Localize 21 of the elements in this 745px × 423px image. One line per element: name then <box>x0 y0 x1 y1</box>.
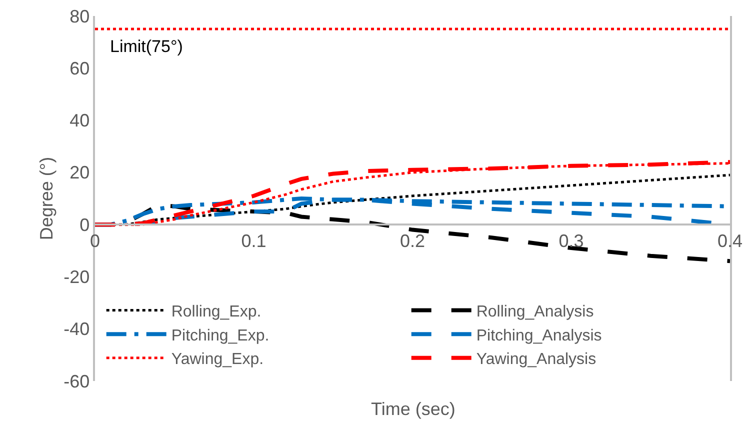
y-tick-label: 40 <box>70 110 90 131</box>
y-tick-label: 0 <box>80 214 90 235</box>
legend-label: Yawing_Analysis <box>476 351 596 368</box>
y-tick-label: -20 <box>64 267 90 288</box>
legend-label: Rolling_Analysis <box>476 304 594 321</box>
y-tick-label: -60 <box>64 371 90 392</box>
legend-label: Pitching_Analysis <box>476 327 602 344</box>
legend-label: Yawing_Exp. <box>171 351 264 368</box>
x-tick-label: 0.1 <box>241 230 266 251</box>
x-tick-label: 0.3 <box>558 230 584 251</box>
x-axis-title: Time (sec) <box>371 399 456 419</box>
y-tick-label: -40 <box>64 319 90 340</box>
x-tick-label: 0.2 <box>400 230 426 251</box>
y-tick-label: 20 <box>70 162 90 183</box>
y-axis-title: Degree (°) <box>36 156 56 240</box>
x-tick-label: 0.4 <box>717 230 743 251</box>
y-tick-label: 60 <box>70 58 90 78</box>
ref-line-label: Limit(75°) <box>110 37 183 56</box>
y-tick-label: 80 <box>70 6 90 26</box>
legend-label: Pitching_Exp. <box>171 327 270 344</box>
legend-label: Rolling_Exp. <box>171 304 262 321</box>
